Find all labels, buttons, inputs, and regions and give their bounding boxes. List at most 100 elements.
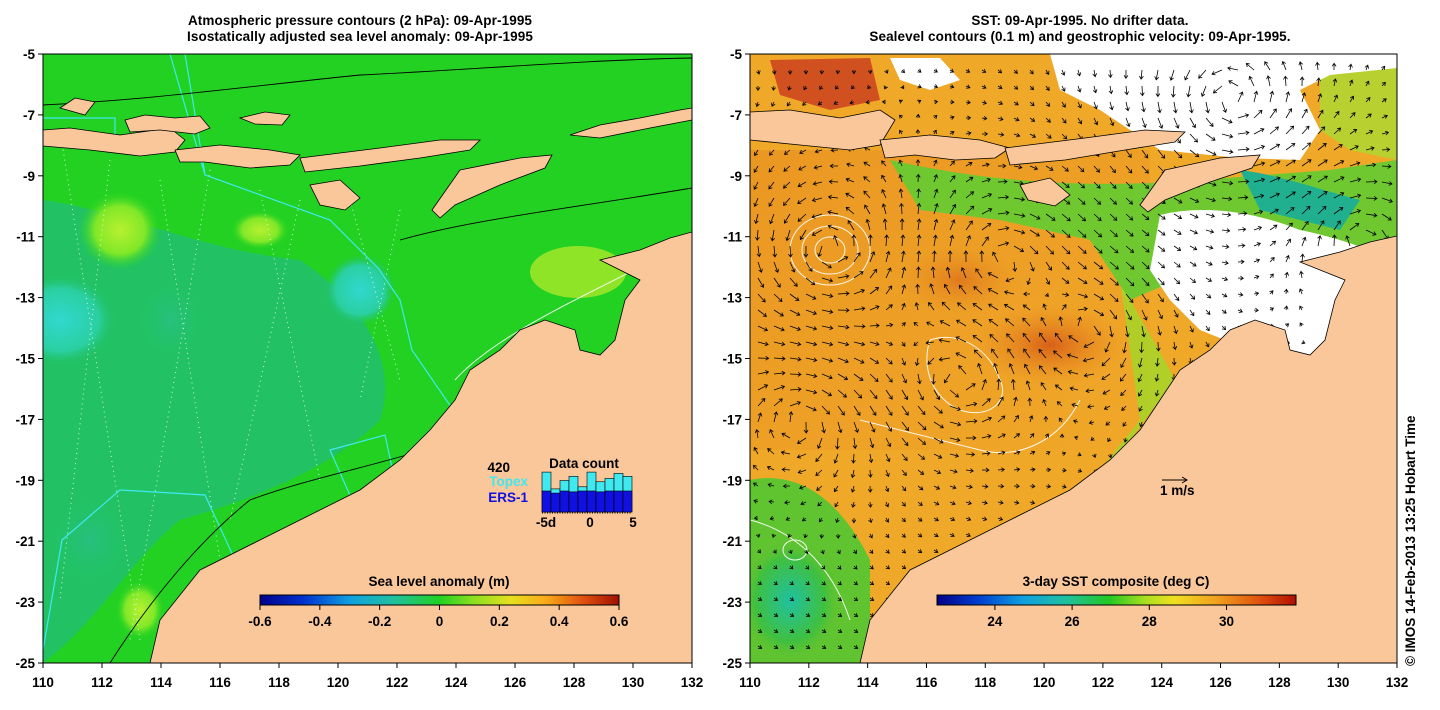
- velocity-arrow: [1138, 405, 1143, 412]
- data-count-ers-label: ERS-1: [488, 490, 528, 505]
- velocity-arrow: [837, 613, 843, 617]
- velocity-arrow: [941, 301, 951, 311]
- velocity-arrow: [1013, 197, 1026, 202]
- velocity-arrow: [851, 234, 857, 247]
- velocity-arrow: [1333, 127, 1342, 135]
- velocity-arrow: [867, 234, 873, 247]
- velocity-arrow: [981, 193, 993, 199]
- velocity-arrow: [1038, 365, 1047, 375]
- velocity-arrow: [851, 501, 856, 508]
- velocity-arrow: [821, 421, 826, 434]
- velocity-arrow: [869, 581, 875, 586]
- velocity-arrow: [1125, 181, 1133, 189]
- velocity-arrow: [1381, 147, 1391, 152]
- velocity-arrow: [837, 581, 842, 586]
- left-yellow-blob-west: [78, 190, 162, 270]
- velocity-arrow: [1045, 133, 1052, 139]
- velocity-arrow: [1205, 117, 1214, 127]
- velocity-arrow: [899, 218, 905, 231]
- velocity-arrow: [1125, 165, 1133, 174]
- data-count-axis-end: 5: [629, 515, 637, 530]
- velocity-arrow: [815, 469, 823, 476]
- velocity-arrow: [1077, 213, 1087, 222]
- velocity-arrow: [885, 285, 893, 295]
- velocity-arrow: [867, 69, 873, 75]
- velocity-arrow: [804, 549, 809, 555]
- velocity-arrow: [1044, 433, 1049, 439]
- velocity-arrow: [828, 179, 839, 185]
- velocity-arrow: [1269, 126, 1280, 135]
- velocity-arrow: [1211, 69, 1223, 76]
- velocity-arrow: [1093, 229, 1103, 238]
- velocity-arrow: [853, 421, 859, 433]
- velocity-arrow: [805, 613, 811, 617]
- velocity-arrow: [1269, 290, 1274, 295]
- velocity-arrow: [1171, 357, 1177, 366]
- velocity-arrow: [955, 319, 967, 327]
- velocity-arrow: [821, 277, 834, 283]
- velocity-arrow: [1189, 261, 1197, 267]
- velocity-arrow: [1029, 229, 1040, 237]
- velocity-arrow: [773, 370, 786, 376]
- right-cbar-tick-label: 24: [987, 614, 1003, 629]
- velocity-arrow: [1077, 245, 1087, 254]
- velocity-arrow: [965, 484, 973, 490]
- velocity-arrow: [1301, 220, 1309, 231]
- left-lon-tick-label: 132: [681, 675, 704, 690]
- velocity-arrow: [917, 405, 926, 416]
- velocity-arrow: [757, 612, 763, 617]
- velocity-arrow: [1013, 467, 1021, 472]
- velocity-arrow: [1061, 101, 1066, 108]
- velocity-arrow: [1157, 277, 1165, 286]
- velocity-arrow: [821, 357, 834, 363]
- velocity-arrow: [757, 277, 765, 288]
- velocity-arrow: [1141, 245, 1150, 253]
- velocity-arrow: [757, 293, 766, 303]
- velocity-arrow: [1077, 101, 1082, 109]
- velocity-arrow: [1029, 245, 1039, 255]
- velocity-arrow: [1365, 179, 1378, 185]
- velocity-arrow: [1200, 85, 1207, 97]
- velocity-arrow: [1044, 292, 1049, 297]
- velocity-arrow: [996, 378, 1002, 391]
- velocity-arrow: [837, 421, 843, 434]
- velocity-arrow: [1237, 211, 1248, 216]
- velocity-arrow: [788, 245, 793, 258]
- velocity-arrow: [805, 389, 818, 395]
- velocity-arrow: [949, 115, 955, 120]
- velocity-arrow: [1253, 145, 1266, 151]
- velocity-arrow: [901, 533, 906, 538]
- velocity-arrow: [933, 68, 938, 73]
- velocity-arrow: [1125, 101, 1130, 112]
- left-lon-tick-label: 126: [504, 675, 527, 690]
- velocity-arrow: [933, 234, 938, 247]
- velocity-arrow: [1082, 357, 1095, 363]
- velocity-arrow: [773, 277, 781, 288]
- velocity-arrow: [867, 485, 873, 493]
- velocity-arrow: [1045, 467, 1052, 473]
- velocity-arrow: [1253, 193, 1265, 199]
- velocity-arrow: [955, 336, 967, 343]
- velocity-arrow: [753, 197, 759, 207]
- velocity-arrow: [789, 356, 802, 362]
- velocity-arrow: [769, 213, 775, 225]
- velocity-arrow: [821, 565, 826, 570]
- velocity-arrow: [805, 644, 811, 649]
- velocity-arrow: [901, 517, 906, 523]
- velocity-arrow: [1061, 245, 1071, 255]
- left-lat-tick-label: -23: [15, 595, 35, 610]
- velocity-arrow: [788, 411, 794, 423]
- right-cbar-tick-label: 30: [1219, 614, 1234, 629]
- velocity-arrow: [852, 549, 857, 555]
- velocity-arrow: [949, 84, 955, 89]
- velocity-arrow: [1317, 220, 1325, 231]
- velocity-arrow: [979, 250, 985, 263]
- velocity-arrow: [863, 161, 871, 167]
- velocity-arrow: [1284, 323, 1290, 328]
- velocity-arrow: [1237, 308, 1243, 313]
- velocity-arrow: [805, 293, 817, 300]
- velocity-arrow: [1053, 350, 1063, 359]
- velocity-arrow: [805, 597, 811, 602]
- velocity-arrow: [949, 516, 956, 522]
- velocity-arrow: [933, 517, 939, 522]
